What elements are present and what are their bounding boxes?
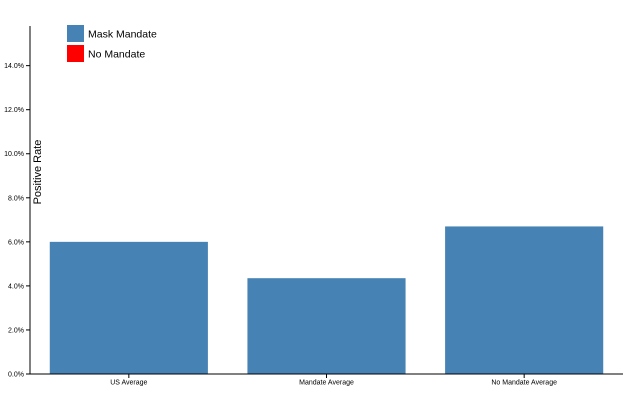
bar-mandate-average [247, 278, 406, 374]
x-tick-label: US Average [110, 380, 147, 387]
y-tick-label: 0.0% [8, 372, 24, 379]
legend-swatch [67, 45, 84, 62]
x-axis: US Average Mandate Average No Mandate Aver… [30, 373, 623, 387]
bar-us-average [49, 241, 208, 374]
y-axis: 0.0% 2.0% 4.0% 6.0% 8.0% 10.0% 12.0% 14.0% [4, 26, 31, 379]
legend-label: No Mandate [88, 49, 145, 61]
y-tick-label: 2.0% [8, 327, 24, 334]
y-tick-label: 8.0% [8, 195, 24, 202]
legend-label: Mask Mandate [88, 29, 157, 41]
bars-group [49, 226, 604, 374]
bar-no-mandate-average [445, 226, 604, 374]
legend: Mask Mandate No Mandate [67, 25, 157, 62]
legend-swatch [67, 25, 84, 42]
x-tick-label: Mandate Average [299, 380, 354, 387]
x-tick-label: No Mandate Average [491, 380, 557, 387]
y-tick-label: 10.0% [4, 151, 24, 158]
y-tick-label: 12.0% [4, 107, 24, 114]
y-axis-label: Positive Rate [32, 140, 44, 205]
y-tick-label: 6.0% [8, 239, 24, 246]
y-tick-label: 4.0% [8, 283, 24, 290]
y-tick-label: 14.0% [4, 63, 24, 70]
